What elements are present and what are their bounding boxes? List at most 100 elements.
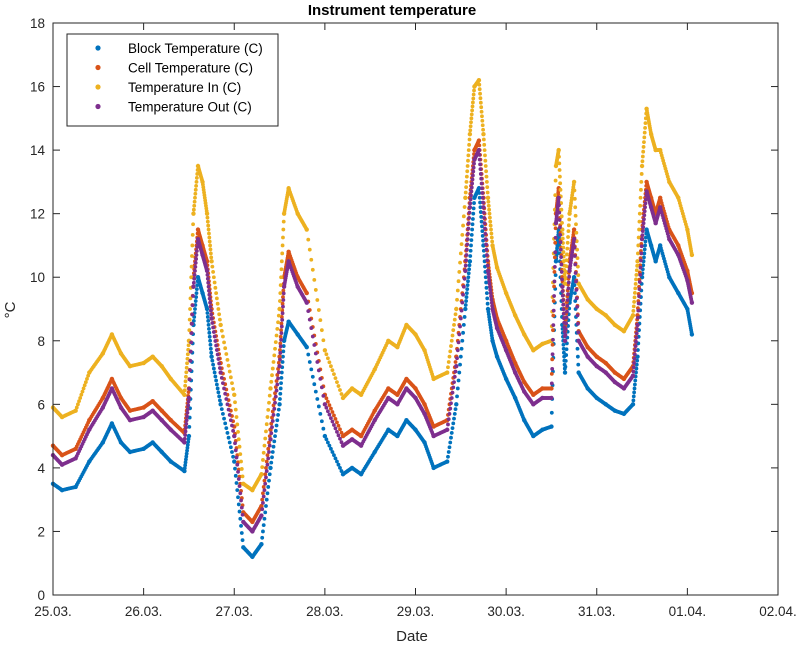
data-point [336, 462, 341, 467]
data-point [639, 258, 643, 263]
data-point [452, 416, 456, 421]
data-point [563, 364, 568, 369]
data-point [200, 178, 205, 183]
data-point [472, 201, 476, 205]
data-point [335, 429, 339, 434]
data-point [222, 416, 226, 421]
data-point [217, 394, 222, 399]
data-point [186, 395, 192, 401]
data-point [689, 330, 694, 335]
data-point [267, 440, 271, 445]
data-point [479, 181, 484, 186]
data-point [560, 284, 565, 289]
data-point [281, 235, 285, 240]
data-point [488, 291, 493, 296]
data-point [214, 296, 219, 301]
data-point [235, 488, 240, 493]
data-point [562, 370, 568, 375]
data-point [279, 267, 284, 272]
data-point [279, 324, 284, 329]
data-point [469, 243, 473, 248]
data-point [556, 197, 561, 202]
data-point [512, 394, 517, 399]
data-point [559, 207, 564, 212]
data-point [478, 172, 483, 176]
data-point [274, 423, 279, 428]
data-point [462, 276, 467, 281]
data-point [552, 279, 557, 284]
series-in [50, 78, 695, 493]
data-point [213, 285, 218, 290]
data-point [235, 422, 240, 427]
data-point [421, 410, 426, 415]
data-point [558, 240, 563, 245]
data-point [304, 289, 308, 294]
data-point [226, 407, 231, 412]
data-point [191, 222, 195, 227]
data-point [185, 361, 189, 366]
data-point [642, 251, 647, 256]
data-point [466, 226, 471, 231]
data-point [281, 219, 286, 224]
data-point [631, 369, 636, 374]
data-point [551, 308, 556, 313]
data-point [268, 386, 273, 391]
data-point [469, 232, 474, 237]
data-point [571, 182, 576, 187]
data-point [207, 296, 212, 301]
data-point [466, 231, 470, 236]
data-point [503, 375, 508, 379]
data-point [222, 386, 226, 391]
data-point [633, 281, 638, 286]
data-point [461, 214, 466, 219]
data-point [469, 120, 473, 125]
data-point [481, 137, 486, 142]
data-point [262, 516, 267, 521]
x-tick-label: 31.03. [578, 604, 616, 619]
data-point [572, 196, 577, 201]
data-point [463, 306, 468, 312]
data-point [639, 172, 644, 176]
x-tick-label: 27.03. [215, 604, 253, 619]
data-point [638, 203, 643, 208]
data-point [227, 369, 232, 374]
data-point [563, 270, 568, 274]
data-point [309, 257, 314, 262]
data-point [263, 481, 268, 486]
data-point [276, 376, 280, 381]
data-point [230, 381, 234, 386]
data-point [489, 235, 494, 240]
data-point [455, 288, 460, 293]
data-point [206, 280, 211, 285]
data-point [267, 400, 271, 405]
data-point [183, 383, 188, 388]
data-point [636, 301, 641, 306]
data-point [489, 294, 493, 299]
data-point [264, 459, 269, 464]
data-point [191, 319, 196, 323]
data-point [338, 436, 342, 441]
data-point [276, 413, 280, 417]
data-point [278, 291, 283, 296]
data-point [630, 374, 635, 379]
data-point [666, 234, 671, 239]
data-point [321, 338, 326, 343]
data-point [272, 353, 277, 358]
data-point [457, 370, 462, 375]
data-point [267, 434, 272, 439]
data-point [225, 357, 230, 362]
data-point [275, 382, 280, 387]
data-point [270, 366, 275, 371]
data-point [208, 247, 213, 252]
data-point [636, 308, 641, 313]
data-point [262, 478, 267, 483]
y-tick-label: 8 [37, 334, 45, 349]
data-point [185, 352, 190, 357]
data-point [86, 461, 91, 466]
data-point [642, 255, 646, 260]
data-point [213, 374, 218, 379]
data-point [575, 264, 580, 269]
data-point [218, 366, 222, 370]
data-point [211, 275, 216, 280]
data-point [324, 352, 329, 357]
